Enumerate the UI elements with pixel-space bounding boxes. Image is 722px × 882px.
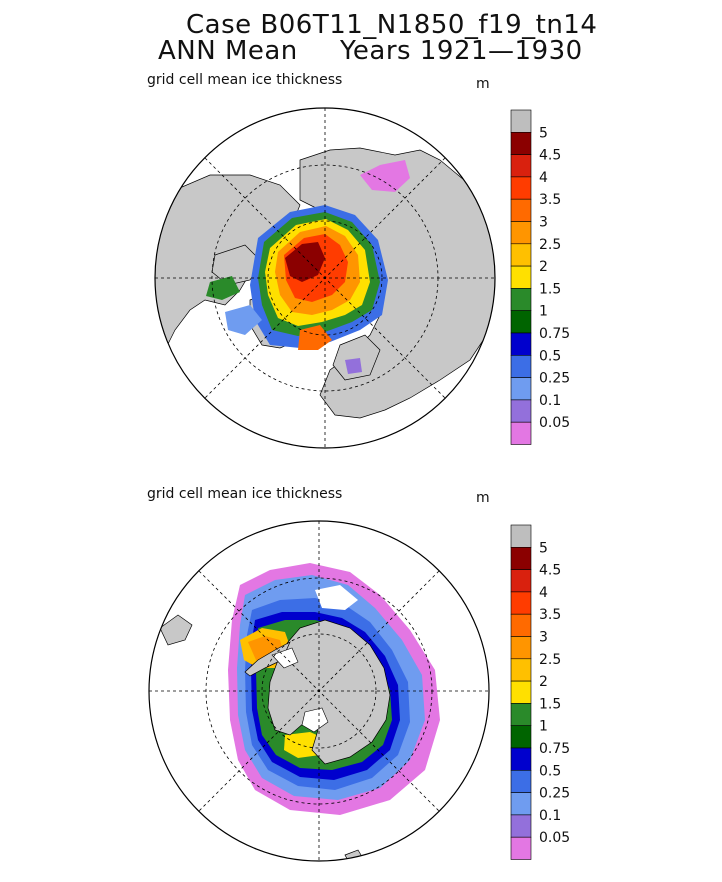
south-colorbar-label: 0.25 — [539, 786, 570, 802]
north-colorbar-swatch — [510, 243, 532, 267]
north-polar-map — [154, 107, 496, 449]
south-graticule — [149, 521, 489, 861]
south-colorbar-swatch — [510, 569, 532, 593]
north-colorbar-swatch — [510, 265, 532, 289]
south-colorbar-swatch — [510, 725, 532, 749]
north-graticule — [155, 108, 495, 448]
north-colorbar-label: 1 — [539, 304, 548, 320]
north-colorbar-label: 5 — [539, 125, 548, 141]
south-colorbar-swatch — [510, 814, 532, 838]
south-colorbar-label: 3.5 — [539, 607, 561, 623]
south-colorbar-label: 4 — [539, 585, 548, 601]
south-colorbar-label: 1.5 — [539, 696, 561, 712]
title-line-2-left: ANN Mean — [158, 36, 298, 66]
north-ice-greenland-coast — [298, 325, 332, 350]
south-unit-label: m — [476, 490, 490, 506]
south-land-south-america — [159, 614, 193, 646]
north-colorbar-swatch — [510, 221, 532, 245]
north-colorbar-swatch — [510, 176, 532, 200]
south-colorbar-swatch — [510, 636, 532, 660]
north-colorbar-label: 2 — [539, 259, 548, 275]
north-colorbar-label: 3.5 — [539, 192, 561, 208]
south-ice-shelf-ronne — [271, 647, 299, 669]
north-colorbar-label: 0.1 — [539, 393, 561, 409]
north-colorbar-label: 0.25 — [539, 371, 570, 387]
south-colorbar-label: 5 — [539, 540, 548, 556]
south-colorbar-swatch — [510, 769, 532, 793]
south-colorbar-swatch — [510, 680, 532, 704]
north-land-scandinavia — [332, 334, 381, 381]
north-colorbar: 5 4.5 4 3.5 3 2.5 2 1.5 1 0.75 0.5 0.25 0.1 0.05 — [510, 109, 570, 445]
south-ice-open-area — [315, 585, 358, 610]
south-colorbar-label: 0.05 — [539, 830, 570, 846]
north-ice-darkred — [285, 242, 325, 282]
north-colorbar-swatch — [510, 132, 532, 155]
north-colorbar-swatch — [510, 154, 532, 178]
north-unit-label: m — [476, 76, 490, 92]
south-colorbar-swatch — [510, 836, 532, 860]
north-colorbar-swatch — [510, 310, 532, 334]
north-colorbar-label: 4.5 — [539, 148, 561, 164]
title-line-2-right: Years 1921—1930 — [340, 36, 583, 66]
north-ice-labrador — [225, 305, 262, 335]
south-colorbar-swatch — [510, 546, 532, 570]
south-land-antarctica — [267, 619, 391, 765]
south-colorbar-label: 2 — [539, 674, 548, 690]
south-panel-label: grid cell mean ice thickness — [147, 486, 343, 502]
south-colorbar-swatch — [510, 747, 532, 771]
south-polar-map — [148, 520, 490, 862]
north-ice-hudson — [206, 276, 240, 300]
north-colorbar-swatch — [510, 288, 532, 311]
north-colorbar-label: 4 — [539, 170, 548, 186]
south-colorbar-label: 3 — [539, 630, 548, 646]
south-colorbar-swatch — [510, 703, 532, 727]
north-colorbar-swatch — [510, 421, 532, 445]
north-ice-baltic — [345, 358, 362, 374]
south-colorbar: 5 4.5 4 3.5 3 2.5 2 1.5 1 0.75 0.5 0.25 0.1 0.05 — [510, 524, 570, 860]
south-colorbar-swatch — [510, 658, 532, 682]
south-colorbar-swatch — [510, 591, 532, 615]
south-colorbar-label: 0.5 — [539, 763, 561, 779]
north-colorbar-swatch — [510, 109, 532, 133]
south-map-border — [148, 520, 490, 862]
north-colorbar-swatch — [510, 377, 532, 401]
north-colorbar-label: 0.05 — [539, 415, 570, 431]
north-map-border — [154, 107, 496, 449]
south-colorbar-swatch — [510, 792, 532, 816]
north-colorbar-label: 2.5 — [539, 237, 561, 253]
south-colorbar-swatch — [510, 524, 532, 548]
south-colorbar-label: 0.1 — [539, 808, 561, 824]
north-colorbar-swatch — [510, 399, 532, 423]
title-line-1: Case B06T11_N1850_f19_tn14 — [186, 10, 598, 40]
north-colorbar-label: 1.5 — [539, 281, 561, 297]
north-ice-edge-purple — [360, 160, 410, 192]
south-colorbar-label: 4.5 — [539, 563, 561, 579]
south-colorbar-label: 0.75 — [539, 741, 570, 757]
north-colorbar-swatch — [510, 332, 532, 356]
north-colorbar-label: 0.75 — [539, 326, 570, 342]
north-colorbar-label: 3 — [539, 215, 548, 231]
north-colorbar-swatch — [510, 198, 532, 222]
north-colorbar-label: 0.5 — [539, 348, 561, 364]
south-colorbar-label: 1 — [539, 719, 548, 735]
north-colorbar-swatch — [510, 354, 532, 378]
south-colorbar-swatch — [510, 613, 532, 637]
south-colorbar-label: 2.5 — [539, 652, 561, 668]
north-panel-label: grid cell mean ice thickness — [147, 72, 343, 88]
